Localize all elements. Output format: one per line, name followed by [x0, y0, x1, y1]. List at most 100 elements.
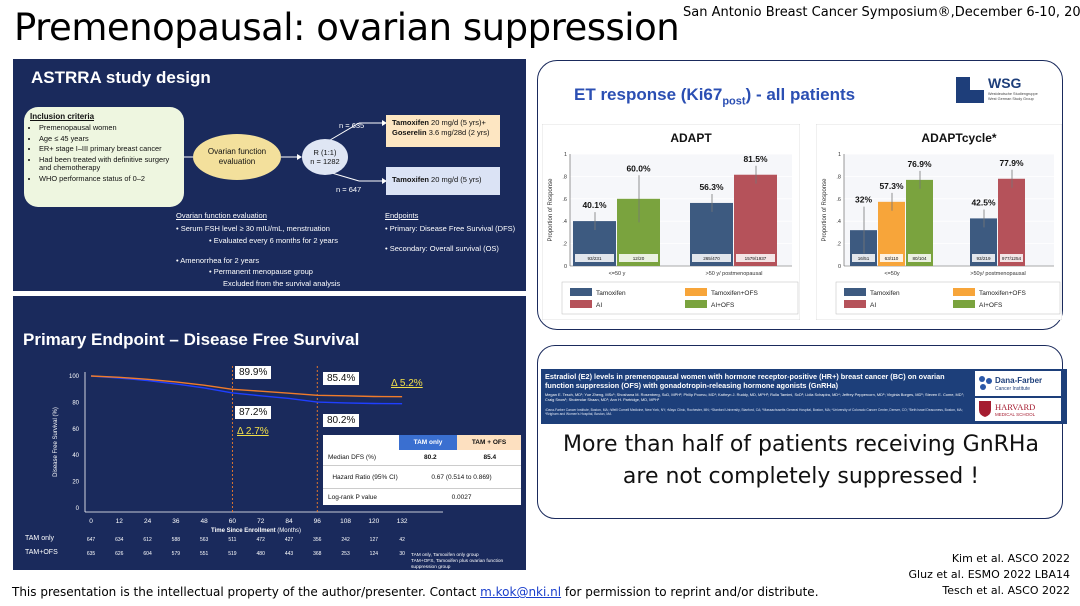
dfs-60-top-label: 89.9% — [235, 366, 272, 379]
risk-count: 551 — [200, 551, 209, 557]
risk-count: 588 — [172, 537, 181, 543]
dfs-title: Primary Endpoint – Disease Free Survival — [23, 330, 360, 349]
y-tick-label: 0 — [838, 264, 841, 270]
legend-label: AI+OFS — [979, 302, 1003, 309]
legend-swatch — [570, 288, 592, 296]
x-tick-label: <=50y — [884, 271, 900, 277]
y-tick-label: 0 — [564, 264, 567, 270]
y-tick-label: .2 — [836, 242, 841, 248]
dfs-summary-table: TAM only TAM + OFS Median DFS (%) 80.2 8… — [323, 435, 521, 505]
ofe-detail: • Serum FSH level ≥ 30 mIU/mL, menstruat… — [176, 224, 330, 233]
randomization-label: R (1:1) — [313, 148, 337, 157]
wsg-logo-sub: Westdeutsche Studiengruppe — [988, 92, 1038, 96]
n-total: n = 1282 — [310, 157, 340, 166]
table-cell: 0.0027 — [451, 494, 472, 501]
tam-only-curve — [90, 375, 403, 405]
risk-count: 127 — [370, 537, 379, 543]
wsg-logo-sub: West German Study Group — [988, 97, 1034, 101]
randomization-node: R (1:1) n = 1282 — [302, 139, 348, 175]
key-statement: More than half of patients receiving GnR… — [538, 429, 1064, 493]
legend-swatch — [685, 300, 707, 308]
dfs-panel: Primary Endpoint – Disease Free Survival… — [13, 296, 526, 570]
statement-line: are not completely suppressed ! — [622, 463, 980, 489]
astrra-design-panel: ASTRRA study design Inclusion criteria P… — [13, 59, 526, 291]
risk-count: 242 — [341, 537, 350, 543]
inclusion-title: Inclusion criteria — [30, 112, 95, 121]
contact-email-link[interactable]: m.kok@nki.nl — [480, 585, 562, 599]
arm-tam-goserelin: Tamoxifen 20 mg/d (5 yrs)+ Goserelin 3.6… — [386, 115, 500, 147]
y-tick-label: .8 — [562, 174, 567, 180]
et-response-title: ET response (Ki67post) - all patients — [574, 85, 856, 108]
x-tick-label: <=50 y — [609, 271, 626, 277]
count-box — [880, 254, 903, 262]
table-header: TAM only — [399, 435, 457, 450]
dfs-km-plot: 100 80 60 40 20 0 0 12 24 36 48 60 72 84 96 108 120 132 Di… — [53, 366, 521, 557]
adaptcycle-bar-chart: ADAPTcycle* 0 .2 .4 .6 .8 1 Proportion of Respo… — [816, 124, 1062, 320]
y-axis-label: Proportion of Response — [822, 178, 828, 242]
inclusion-item: ER+ stage I–III primary breast cancer — [39, 145, 178, 154]
ofe-detail: • Amenorrhea for 2 years — [176, 256, 260, 265]
bar — [906, 179, 933, 266]
count-label: 93/231 — [587, 256, 601, 261]
legend-swatch — [844, 300, 866, 308]
bar — [734, 174, 777, 266]
legend-swatch — [953, 288, 975, 296]
bar — [998, 178, 1025, 266]
data-label: 76.9% — [907, 159, 932, 169]
endpoints-title: Endpoints — [385, 211, 419, 220]
wsg-logo: WSG Westdeutsche Studiengruppe West Germ… — [956, 75, 1054, 107]
y-axis-label: Disease Free Survival (%) — [53, 407, 59, 477]
ofe-detail: • Evaluated every 6 months for 2 years — [209, 236, 338, 245]
table-cell: 85.4 — [483, 454, 497, 461]
table-header — [323, 435, 399, 450]
count-label: 265/470 — [703, 256, 720, 261]
y-tick-label: .4 — [836, 219, 841, 225]
x-tick-label: 12 — [116, 518, 124, 525]
table-row: Log-rank P value 0.0027 — [323, 489, 521, 506]
n-arm1: n = 635 — [339, 121, 365, 130]
x-tick-label: 132 — [397, 518, 408, 525]
risk-count: 604 — [143, 551, 152, 557]
risk-count: 368 — [313, 551, 322, 557]
reference-line: Kim et al. ASCO 2022 — [951, 552, 1070, 565]
data-label: 57.3% — [879, 181, 904, 191]
data-label: 81.5% — [743, 154, 768, 164]
count-box — [852, 254, 875, 262]
count-label: 16/51 — [858, 256, 870, 261]
inclusion-item: WHO performance status of 0–2 — [39, 174, 178, 184]
et-response-panel: ET response (Ki67post) - all patients WS… — [537, 60, 1063, 330]
arm2-drug: Tamoxifen — [392, 175, 429, 184]
risk-count: 563 — [200, 537, 209, 543]
y-tick-label: 1 — [564, 152, 567, 158]
inclusion-criteria-box: Inclusion criteria Premenopausal women A… — [24, 107, 184, 207]
x-tick-label: 0 — [89, 518, 93, 525]
adapt-bar-chart: ADAPT 0 .2 .4 .6 .8 1 Proportion of Response 40.… — [542, 124, 800, 320]
count-label: 1579/1937 — [745, 256, 767, 261]
risk-count: 30 — [399, 551, 405, 557]
legend-swatch — [685, 288, 707, 296]
table-cell: 80.2 — [424, 454, 437, 461]
x-tick-label: >50y/ postmenopausal — [970, 271, 1026, 277]
x-tick-label: 24 — [144, 518, 152, 525]
count-box — [1000, 254, 1023, 262]
legend-label: Tamoxifen+OFS — [979, 290, 1026, 297]
risk-count: 511 — [228, 537, 236, 543]
ofe-detail: • Permanent menopause group — [209, 267, 313, 276]
n-arm2: n = 647 — [336, 185, 362, 194]
risk-count: 42 — [399, 537, 405, 543]
y-tick-label: 0 — [76, 506, 80, 512]
legend-label: AI+OFS — [711, 302, 735, 309]
x-tick-label: 120 — [368, 518, 379, 525]
data-label: 60.0% — [626, 163, 651, 173]
arm1-drug1: Tamoxifen — [392, 118, 429, 127]
risk-count: 427 — [285, 537, 294, 543]
risk-count: 519 — [228, 551, 237, 557]
inclusion-item: Age ≤ 45 years — [39, 134, 178, 144]
risk-count: 443 — [285, 551, 294, 557]
footer-notice: This presentation is the intellectual pr… — [12, 585, 819, 599]
y-tick-label: .6 — [836, 197, 841, 203]
conference-label: San Antonio Breast Cancer Symposium®,Dec… — [683, 5, 1080, 20]
count-label: 80/104 — [912, 256, 926, 261]
legend-swatch — [844, 288, 866, 296]
table-row: Hazard Ratio (95% CI) 0.67 (0.514 to 0.8… — [323, 466, 521, 489]
